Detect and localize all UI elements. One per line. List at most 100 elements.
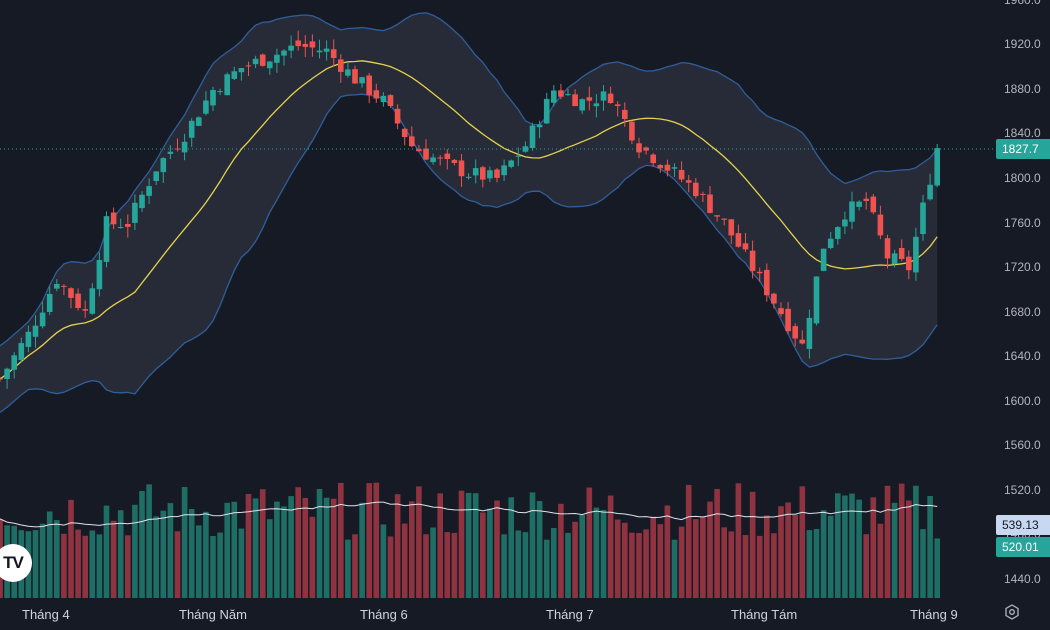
settings-hexagon-icon[interactable]	[1004, 604, 1020, 620]
volume-bar	[614, 519, 621, 598]
candle-body	[444, 153, 451, 159]
candle-body	[323, 48, 330, 52]
candle-body	[551, 90, 557, 103]
candle-body	[572, 94, 578, 107]
candle	[565, 88, 571, 96]
candle	[842, 211, 848, 235]
candle	[132, 194, 138, 230]
candle-body	[75, 293, 81, 308]
candle	[764, 263, 770, 302]
volume-bar	[799, 486, 806, 598]
y-axis-label: 1560.0	[1004, 438, 1041, 452]
tradingview-logo[interactable]: TV	[0, 544, 32, 582]
volume-bar	[700, 516, 706, 598]
candle	[409, 126, 415, 148]
candle	[302, 35, 309, 58]
volume-bar	[870, 497, 877, 598]
volume-bar	[487, 508, 493, 598]
volume-bar	[842, 495, 848, 598]
volume-bar	[536, 501, 543, 598]
candle-body	[565, 94, 571, 96]
volume-bar	[565, 532, 571, 598]
candle	[373, 83, 380, 103]
candle	[153, 171, 159, 185]
candle-body	[756, 271, 763, 274]
candle-body	[742, 243, 749, 250]
candle	[401, 128, 408, 146]
volume-bar	[778, 506, 784, 598]
volume-bar	[884, 485, 891, 598]
volume-bar	[245, 494, 252, 598]
y-axis-label: 1720.0	[1004, 260, 1041, 274]
candle	[352, 65, 358, 84]
candle-body	[167, 151, 174, 154]
candle	[309, 34, 316, 57]
candle-body	[309, 41, 316, 48]
candle	[451, 159, 458, 166]
candle	[458, 154, 465, 187]
candle	[700, 191, 706, 202]
volume-bar	[174, 531, 181, 598]
candle-body	[330, 49, 337, 58]
candle	[707, 186, 713, 214]
candle-body	[267, 61, 273, 69]
volume-bar	[913, 485, 919, 598]
candle-body	[650, 154, 656, 164]
volume-bar	[196, 525, 202, 598]
candle-body	[146, 186, 152, 196]
candle-body	[536, 124, 543, 128]
candle	[664, 159, 671, 177]
candle-body	[600, 91, 607, 101]
volume-bar	[430, 527, 436, 598]
candle	[877, 205, 884, 240]
candle	[96, 252, 103, 297]
candle	[217, 88, 223, 95]
volume-bar	[338, 482, 344, 598]
volume-bar	[927, 496, 933, 598]
volume-bar	[820, 510, 827, 598]
candle	[288, 35, 294, 59]
candle	[870, 194, 877, 215]
candle	[735, 224, 742, 248]
candle	[714, 215, 720, 222]
volume-bar	[125, 535, 131, 598]
y-axis-label: 1440.0	[1004, 572, 1041, 586]
candle-body	[380, 95, 387, 103]
volume-bar	[693, 519, 699, 598]
volume-bars	[0, 482, 940, 598]
volume-bar	[685, 484, 692, 598]
last-price-badge: 1827.7	[996, 139, 1050, 159]
candle-body	[451, 159, 458, 163]
candle-body	[842, 219, 848, 227]
candle	[792, 323, 798, 347]
candle	[607, 86, 614, 104]
candle	[46, 286, 53, 316]
candle	[231, 66, 238, 81]
volume-bar	[231, 501, 238, 598]
candle-body	[252, 58, 259, 65]
candle	[423, 139, 429, 160]
candle	[863, 192, 869, 210]
candle-body	[18, 343, 25, 360]
volume-bar	[785, 502, 791, 598]
candle	[380, 92, 387, 107]
candle-body	[224, 74, 230, 96]
candle	[330, 39, 337, 66]
volume-bar	[494, 500, 500, 598]
candle-body	[792, 326, 798, 339]
candle-body	[586, 97, 593, 101]
candle	[586, 86, 593, 111]
candle-body	[806, 317, 813, 349]
candle-body	[934, 148, 940, 186]
volume-bar	[210, 536, 216, 598]
candle-body	[394, 108, 401, 124]
candle	[643, 146, 649, 155]
candle-body	[210, 90, 216, 106]
volume-bar	[423, 534, 429, 598]
candle-body	[714, 215, 720, 217]
candle-body	[813, 276, 820, 324]
candle-body	[373, 90, 380, 99]
candle-body	[281, 50, 287, 56]
candle-body	[387, 95, 394, 106]
